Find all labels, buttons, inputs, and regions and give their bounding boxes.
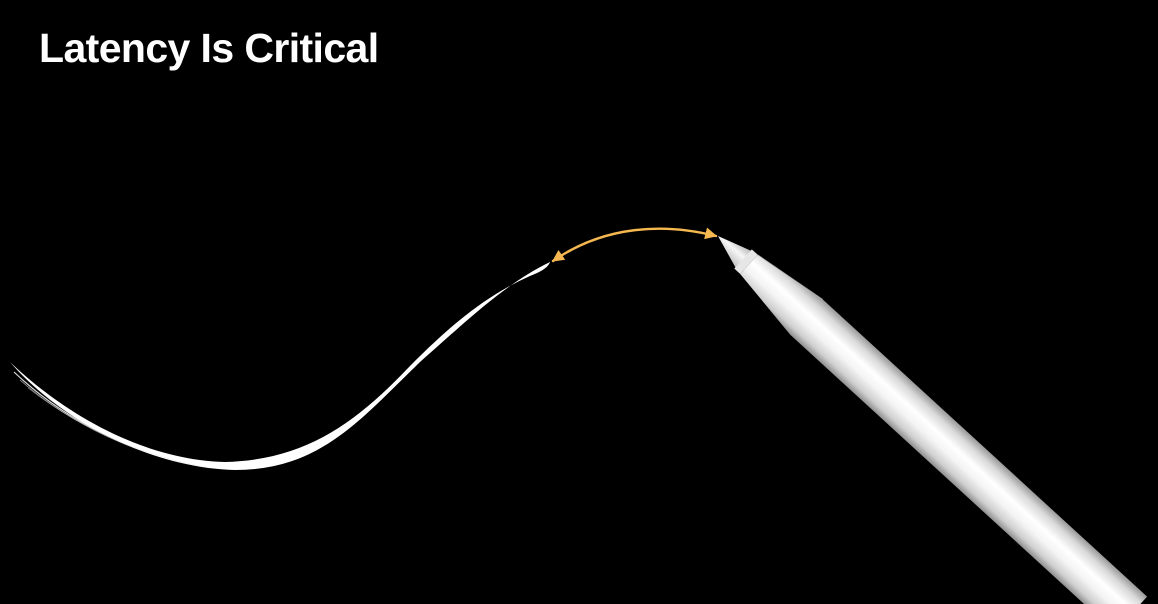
apple-pencil bbox=[718, 236, 1148, 604]
slide-title: Latency Is Critical bbox=[39, 25, 379, 71]
ink-stroke bbox=[10, 262, 550, 470]
latency-arrow bbox=[551, 227, 718, 263]
